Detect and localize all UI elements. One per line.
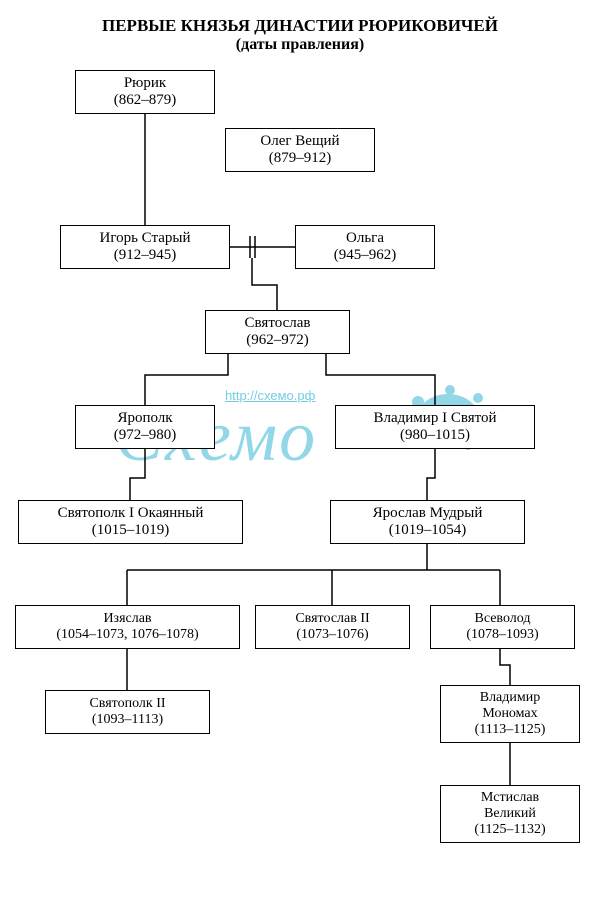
- diagram-title-line1: ПЕРВЫЕ КНЯЗЬЯ ДИНАСТИИ РЮРИКОВИЧЕЙ: [0, 16, 600, 36]
- tree-edge: [252, 258, 277, 310]
- node-igor: Игорь Старый(912–945): [60, 225, 230, 269]
- node-name: Ярослав Мудрый: [337, 505, 518, 522]
- node-izyaslav: Изяслав(1054–1073, 1076–1078): [15, 605, 240, 649]
- node-oleg: Олег Вещий(879–912): [225, 128, 375, 172]
- node-yaroslav: Ярослав Мудрый(1019–1054): [330, 500, 525, 544]
- node-name: Великий: [447, 806, 573, 822]
- node-name: Владимир I Святой: [342, 410, 528, 427]
- tree-edge: [326, 354, 435, 405]
- watermark-url: http://схемо.рф: [225, 388, 315, 403]
- node-yaropolk: Ярополк(972–980): [75, 405, 215, 449]
- node-name: Святополк I Окаянный: [25, 505, 236, 522]
- node-dates: (972–980): [82, 427, 208, 444]
- node-name: Ольга: [302, 230, 428, 247]
- node-dates: (1015–1019): [25, 522, 236, 539]
- node-name: Олег Вещий: [232, 133, 368, 150]
- node-name: Владимир: [447, 690, 573, 706]
- node-name: Мономах: [447, 706, 573, 722]
- node-name: Святослав: [212, 315, 343, 332]
- node-name: Всеволод: [437, 611, 568, 627]
- node-svyatopolk1: Святополк I Окаянный(1015–1019): [18, 500, 243, 544]
- node-monomakh: ВладимирМономах(1113–1125): [440, 685, 580, 743]
- node-svyatoslav2: Святослав II(1073–1076): [255, 605, 410, 649]
- node-name: Мстислав: [447, 790, 573, 806]
- tree-edge: [230, 236, 295, 258]
- tree-edge: [145, 354, 228, 405]
- node-name: Святослав II: [262, 611, 403, 627]
- node-dates: (912–945): [67, 247, 223, 264]
- node-dates: (1125–1132): [447, 822, 573, 838]
- node-dates: (945–962): [302, 247, 428, 264]
- node-dates: (1078–1093): [437, 627, 568, 643]
- node-dates: (980–1015): [342, 427, 528, 444]
- node-rurik: Рюрик(862–879): [75, 70, 215, 114]
- node-name: Игорь Старый: [67, 230, 223, 247]
- diagram-title-line2: (даты правления): [0, 36, 600, 54]
- node-vsevolod: Всеволод(1078–1093): [430, 605, 575, 649]
- node-vladimir1: Владимир I Святой(980–1015): [335, 405, 535, 449]
- node-mstislav: МстиславВеликий(1125–1132): [440, 785, 580, 843]
- node-svyatopolk2: Святополк II(1093–1113): [45, 690, 210, 734]
- tree-edge: [127, 570, 500, 605]
- node-name: Ярополк: [82, 410, 208, 427]
- node-dates: (1019–1054): [337, 522, 518, 539]
- node-dates: (879–912): [232, 150, 368, 167]
- node-name: Святополк II: [52, 696, 203, 712]
- tree-edge: [500, 649, 510, 685]
- node-name: Рюрик: [82, 75, 208, 92]
- node-dates: (1113–1125): [447, 722, 573, 738]
- node-name: Изяслав: [22, 611, 233, 627]
- node-olga: Ольга(945–962): [295, 225, 435, 269]
- tree-edge: [130, 449, 145, 500]
- node-dates: (862–879): [82, 92, 208, 109]
- node-dates: (1054–1073, 1076–1078): [22, 627, 233, 643]
- node-svyatoslav: Святослав(962–972): [205, 310, 350, 354]
- node-dates: (1073–1076): [262, 627, 403, 643]
- node-dates: (962–972): [212, 332, 343, 349]
- tree-diagram: ПЕРВЫЕ КНЯЗЬЯ ДИНАСТИИ РЮРИКОВИЧЕЙ (даты…: [0, 0, 600, 907]
- node-dates: (1093–1113): [52, 712, 203, 728]
- tree-edge: [427, 449, 435, 500]
